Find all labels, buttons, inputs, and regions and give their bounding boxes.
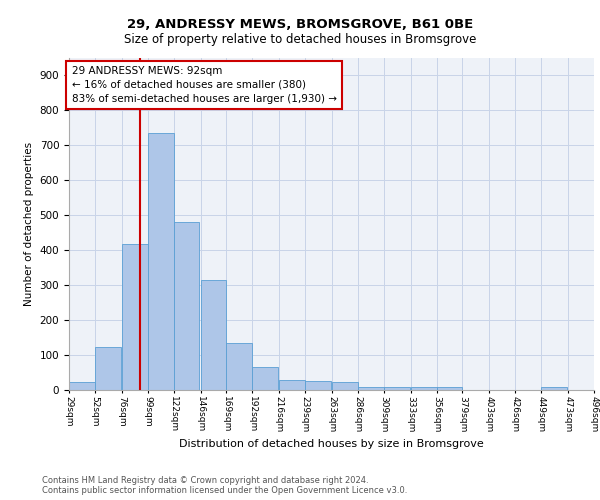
Bar — [148, 134, 173, 390]
Bar — [252, 366, 278, 390]
Bar — [122, 244, 148, 390]
X-axis label: Distribution of detached houses by size in Bromsgrove: Distribution of detached houses by size … — [179, 439, 484, 449]
Bar — [358, 386, 384, 390]
Bar — [305, 381, 331, 390]
Bar — [279, 380, 305, 390]
Bar — [332, 382, 358, 390]
Bar — [437, 387, 463, 390]
Bar — [226, 343, 252, 390]
Bar — [69, 382, 95, 390]
Text: Size of property relative to detached houses in Bromsgrove: Size of property relative to detached ho… — [124, 32, 476, 46]
Y-axis label: Number of detached properties: Number of detached properties — [24, 142, 34, 306]
Bar — [95, 347, 121, 390]
Text: 29, ANDRESSY MEWS, BROMSGROVE, B61 0BE: 29, ANDRESSY MEWS, BROMSGROVE, B61 0BE — [127, 18, 473, 30]
Bar — [541, 386, 567, 390]
Text: Contains public sector information licensed under the Open Government Licence v3: Contains public sector information licen… — [42, 486, 407, 495]
Bar — [173, 222, 199, 390]
Bar — [384, 387, 410, 390]
Text: 29 ANDRESSY MEWS: 92sqm
← 16% of detached houses are smaller (380)
83% of semi-d: 29 ANDRESSY MEWS: 92sqm ← 16% of detache… — [71, 66, 337, 104]
Text: Contains HM Land Registry data © Crown copyright and database right 2024.: Contains HM Land Registry data © Crown c… — [42, 476, 368, 485]
Bar — [200, 280, 226, 390]
Bar — [411, 387, 437, 390]
